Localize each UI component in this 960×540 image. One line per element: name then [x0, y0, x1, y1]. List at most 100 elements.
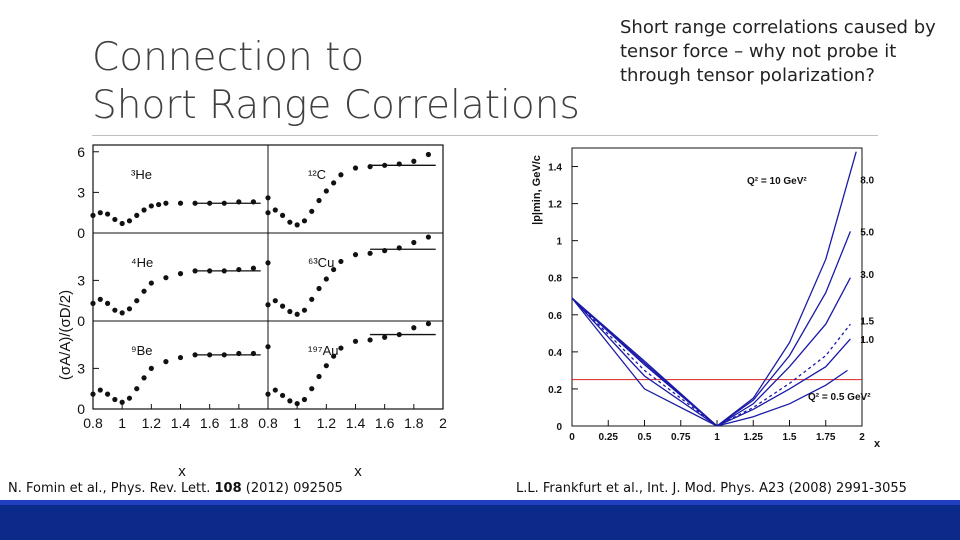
data-point	[112, 307, 118, 313]
left-xtick-label: 1	[118, 415, 126, 431]
curve-right	[716, 277, 851, 427]
side-note: Short range correlations caused by tenso…	[620, 17, 936, 86]
data-point	[265, 391, 271, 397]
data-point	[90, 300, 96, 306]
data-point	[425, 151, 432, 158]
right-ytick-label: 0.2	[548, 385, 562, 396]
left-ytick-label: 3	[77, 360, 85, 376]
curve-right	[716, 231, 852, 427]
right-xtick-label: 1.25	[744, 432, 764, 443]
data-point	[265, 195, 271, 201]
data-point	[265, 260, 271, 266]
right-xtick-label: 0.75	[671, 432, 691, 443]
data-point	[272, 207, 278, 213]
right-xtick-label: 1.5	[783, 432, 797, 443]
data-point	[309, 386, 315, 392]
curve-left	[571, 297, 718, 427]
data-point	[97, 387, 103, 393]
data-point	[338, 258, 344, 265]
curve-left	[571, 297, 718, 427]
panel-nucleus-label: ¹²C	[308, 167, 326, 182]
right-ytick-label: 0	[556, 422, 562, 433]
data-point	[323, 188, 329, 194]
data-point	[112, 216, 118, 223]
data-point	[272, 387, 278, 393]
data-point	[352, 252, 359, 258]
data-point	[112, 396, 118, 403]
data-point	[309, 208, 315, 214]
series-label: 1.0	[860, 335, 874, 346]
data-point	[97, 210, 103, 216]
data-point	[156, 201, 162, 208]
data-point	[309, 296, 315, 302]
panel-2: ⁹Be	[90, 343, 271, 405]
annotation-q2-low: Q² = 0.5 GeV²	[808, 392, 871, 403]
data-point	[316, 373, 322, 380]
panel-nucleus-label: ⁶³Cu	[308, 255, 334, 270]
data-point	[250, 265, 257, 271]
data-point	[141, 288, 147, 294]
data-point	[287, 219, 293, 225]
right-ytick-label: 0.4	[548, 348, 562, 359]
ratio-chart: 0 3 6 0 3 0 3 0.8 1 1.2 1.4 1.6 1.8 0.8 1 1.2 1.4 1.6 1.8 2…	[57, 144, 447, 480]
data-point	[425, 321, 432, 327]
panel-0: ³He	[90, 167, 271, 227]
curve-left	[571, 297, 718, 427]
data-point	[141, 207, 147, 213]
data-point	[323, 276, 329, 282]
data-point	[316, 197, 322, 204]
panel-4: ⁶³Cu	[265, 234, 436, 317]
left-xtick-label: 0.8	[83, 415, 103, 431]
right-xtick-label: 0.25	[599, 432, 619, 443]
slide-title-line2: Short Range Correlations	[92, 83, 580, 128]
left-xtick-label: 1.8	[229, 415, 249, 431]
left-ytick-label: 0	[77, 401, 85, 417]
left-xtick-label: 1.4	[346, 415, 366, 431]
left-ytick-label: 3	[77, 272, 85, 288]
left-ytick-label: 0	[77, 313, 85, 329]
citation-right: L.L. Frankfurt et al., Int. J. Mod. Phys…	[516, 481, 907, 496]
data-point	[126, 218, 133, 224]
data-point	[126, 306, 133, 312]
left-xtick-label: 1.6	[200, 415, 220, 431]
pmin-chart: 0 0.25 0.5 0.75 1 1.25 1.5 1.75 2 0 0.2 0.4 0.6 0.8 1 1…	[531, 147, 881, 450]
data-point	[148, 280, 154, 286]
left-xtick-label: 1.6	[375, 415, 395, 431]
data-point	[294, 311, 300, 317]
data-point	[104, 391, 111, 397]
panel-nucleus-label: ⁹Be	[131, 343, 152, 358]
data-point	[425, 234, 432, 240]
data-point	[97, 296, 103, 302]
right-xtick-label: 1	[714, 432, 720, 443]
data-point	[411, 239, 417, 246]
series-label: 8.0	[860, 176, 874, 187]
data-point	[338, 345, 344, 351]
data-point	[287, 308, 293, 315]
right-xtick-label: 1.75	[816, 432, 836, 443]
data-point	[301, 307, 308, 313]
curve-right	[716, 369, 848, 427]
annotation-q2-high: Q² = 10 GeV²	[747, 176, 807, 187]
data-point	[301, 396, 308, 403]
panel-nucleus-label: ³He	[131, 167, 152, 182]
data-point	[90, 212, 96, 218]
series-label: 3.0	[860, 270, 874, 281]
data-point	[367, 250, 373, 256]
data-point	[279, 212, 286, 218]
curve-right	[716, 151, 857, 427]
right-ylabel: |p|min, GeV/c	[531, 155, 543, 225]
data-point	[192, 268, 198, 274]
citation-left-rest: (2012) 092505	[241, 481, 343, 496]
panel-5: ¹⁹⁷Au	[265, 321, 436, 407]
data-point	[192, 200, 198, 206]
data-point	[148, 365, 154, 371]
right-ytick-label: 1.4	[548, 163, 562, 174]
data-point	[134, 212, 140, 218]
data-point	[411, 325, 417, 331]
footer-stripe	[0, 500, 960, 505]
data-point	[382, 334, 388, 340]
left-xtick-label: 1.8	[404, 415, 424, 431]
divider-line	[92, 135, 878, 136]
citation-left-volume: 108	[214, 481, 242, 496]
panel-nucleus-label: ⁴He	[131, 255, 153, 270]
